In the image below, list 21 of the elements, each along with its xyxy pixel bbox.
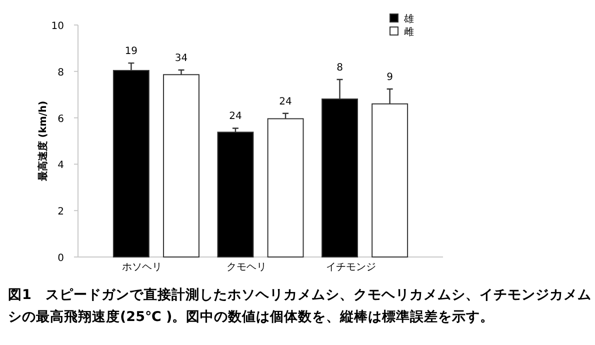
annotation: 24 — [279, 96, 292, 108]
caption: 図1 スピードガンで直接計測したホソヘリカメムシ、クモヘリカメムシ、イチモンジカメムシの最高飛翔速度(25℃ )。図中の数値は個体数を、縦棒は標準誤差を示す。 — [8, 286, 592, 327]
y-tick-label: 2 — [58, 206, 64, 218]
y-tick-label: 10 — [51, 21, 64, 32]
x-tick-label: ホソヘリ — [122, 262, 162, 273]
annotation: 19 — [124, 46, 138, 58]
annotation: 9 — [386, 72, 393, 84]
legend-label: 雌 — [404, 26, 414, 38]
legend-label: 雄 — [403, 13, 414, 25]
y-tick-label: 6 — [58, 114, 64, 125]
annotation: 8 — [336, 62, 343, 74]
y-axis-title: 最高速度 (km/h) — [37, 100, 49, 182]
legend-item: 雌 — [390, 26, 414, 38]
y-tick-label: 4 — [58, 160, 64, 172]
y-tick-label: 8 — [58, 67, 64, 78]
y-tick-label: 0 — [58, 253, 64, 264]
annotation: 34 — [174, 53, 188, 64]
x-tick-label: クモヘリ — [226, 262, 266, 273]
x-tick-label: イチモンジ — [326, 262, 376, 273]
annotation: 24 — [229, 111, 242, 122]
legend-item: 雄 — [390, 14, 414, 25]
